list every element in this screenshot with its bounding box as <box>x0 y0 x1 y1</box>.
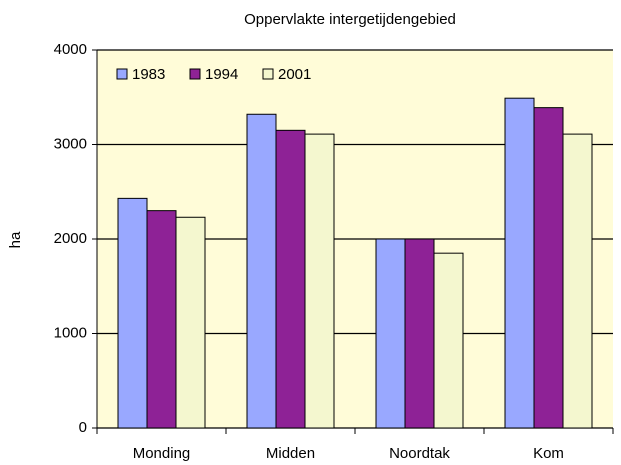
bar <box>562 133 593 429</box>
chart-title: Oppervlakte intergetijdengebied <box>244 11 456 28</box>
bar <box>504 97 535 429</box>
bar <box>246 113 277 429</box>
y-tick-label: 4000 <box>54 41 87 58</box>
x-tick-label: Midden <box>266 445 315 462</box>
legend-swatch <box>116 68 128 80</box>
y-axis-label: ha <box>7 231 24 248</box>
legend-label: 1994 <box>205 66 238 83</box>
legend-label: 2001 <box>278 66 311 83</box>
bar <box>433 252 464 429</box>
bar <box>117 197 148 429</box>
x-tick-label: Noordtak <box>389 445 450 462</box>
bar <box>304 133 335 429</box>
y-tick-label: 2000 <box>54 230 87 247</box>
y-tick-label: 0 <box>79 419 87 436</box>
legend-swatch <box>189 68 201 80</box>
legend-label: 1983 <box>132 66 165 83</box>
legend-swatch <box>262 68 274 80</box>
bar <box>146 210 177 429</box>
y-tick-label: 3000 <box>54 135 87 152</box>
bar <box>404 238 435 429</box>
bar <box>175 216 206 429</box>
x-tick-label: Kom <box>533 445 564 462</box>
bar <box>275 129 306 429</box>
bar <box>375 238 406 429</box>
x-tick-label: Monding <box>133 445 191 462</box>
bar <box>533 107 564 429</box>
y-tick-label: 1000 <box>54 324 87 341</box>
